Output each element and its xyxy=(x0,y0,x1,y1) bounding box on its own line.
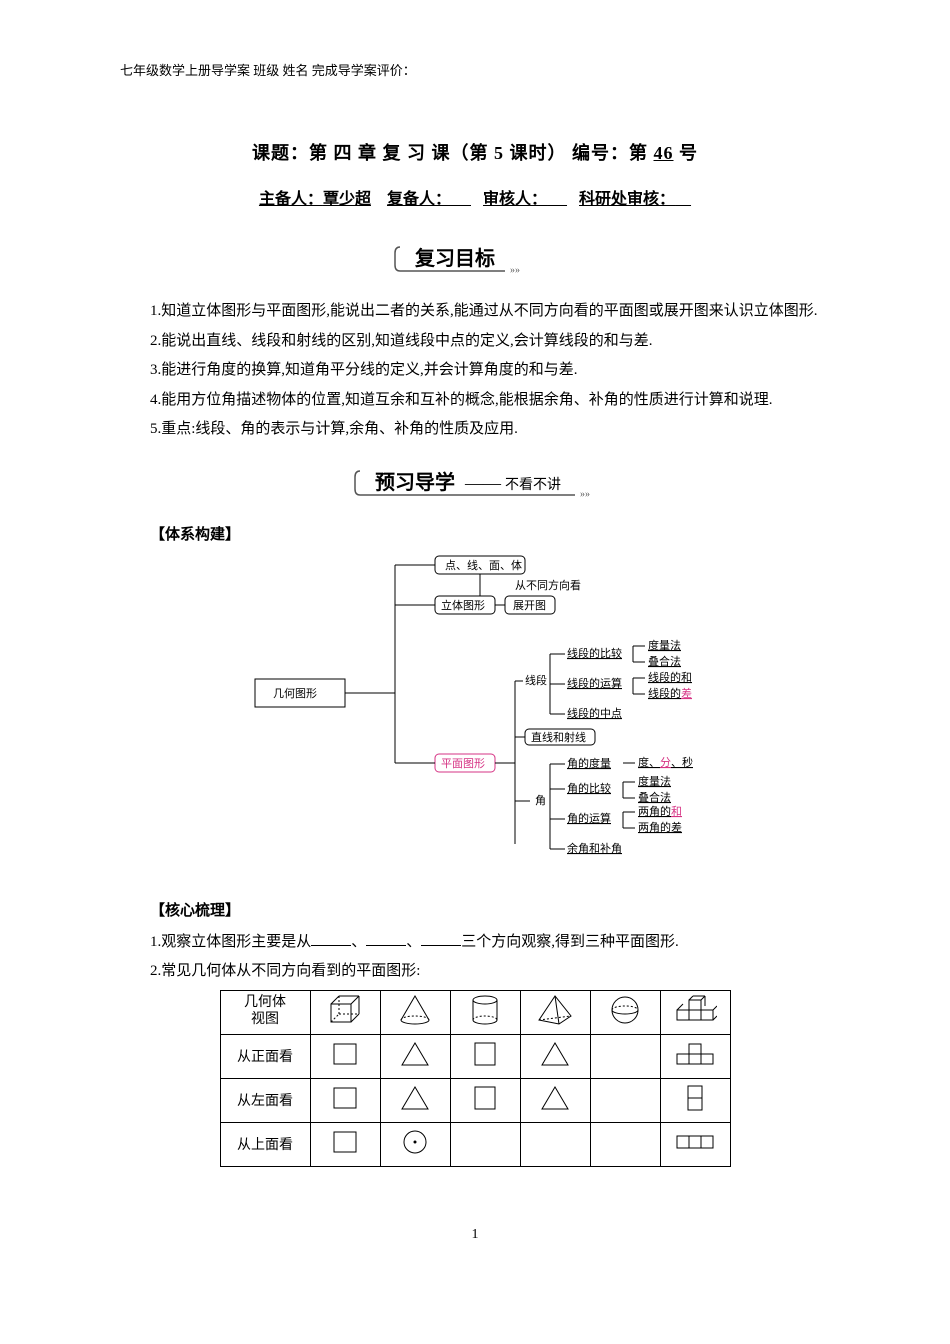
core-block: 1.观察立体图形主要是从、、三个方向观察,得到三种平面图形. 2.常见几何体从不… xyxy=(120,930,830,985)
svg-text:»»: »» xyxy=(510,265,520,276)
row-top: 从上面看 xyxy=(220,1122,310,1166)
svg-text:»»: »» xyxy=(580,489,590,500)
svg-text:角的比较: 角的比较 xyxy=(567,781,611,795)
table-row: 从正面看 xyxy=(220,1034,730,1078)
svg-text:叠合法: 叠合法 xyxy=(648,654,681,668)
label-author2: 复备人： xyxy=(387,191,471,208)
svg-text:从不同方向看: 从不同方向看 xyxy=(515,578,581,592)
core-line-2: 2.常见几何体从不同方向看到的平面图形: xyxy=(150,959,830,985)
objective-1: 1.知道立体图形与平面图形,能说出二者的关系,能通过从不同方向看的平面图或展开图… xyxy=(120,299,830,325)
views-table: 几何体视图 从正面看 从左面看 xyxy=(220,990,731,1167)
lesson-title: 课题：第 四 章 复 习 课（第 5 课时） 编号：第 46 号 xyxy=(120,139,830,165)
svg-text:线段: 线段 xyxy=(525,673,547,687)
label-author3: 审核人： xyxy=(483,191,567,208)
title-number: 46 xyxy=(654,143,674,163)
svg-text:角的运算: 角的运算 xyxy=(567,811,611,825)
svg-text:线段的比较: 线段的比较 xyxy=(567,646,622,660)
subhead-structure: 【体系构建】 xyxy=(150,523,830,544)
table-row: 几何体视图 xyxy=(220,990,730,1034)
svg-text:线段的差: 线段的差 xyxy=(648,686,692,700)
banner-preview: 预习导学 —— 不看不讲 »» xyxy=(120,463,830,508)
row-left: 从左面看 xyxy=(220,1078,310,1122)
svg-text:线段的运算: 线段的运算 xyxy=(567,676,622,690)
svg-text:线段的和: 线段的和 xyxy=(648,670,692,684)
objectives-block: 1.知道立体图形与平面图形,能说出二者的关系,能通过从不同方向看的平面图或展开图… xyxy=(120,299,830,443)
svg-text:几何图形: 几何图形 xyxy=(273,687,317,700)
label-author1: 主备人：覃少超 xyxy=(259,191,371,208)
concept-svg: 几何图形 点、线、面、体 立体图形 从不同方向看 展开图 平面图形 线段 线段的… xyxy=(215,554,735,874)
title-suffix: 号 xyxy=(679,143,698,163)
svg-text:度量法: 度量法 xyxy=(648,638,681,652)
objective-4: 4.能用方位角描述物体的位置,知道互余和互补的概念,能根据余角、补角的性质进行计… xyxy=(120,388,830,414)
page-number: 1 xyxy=(120,1227,830,1243)
authors-line: 主备人：覃少超 复备人： 审核人： 科研处审核： xyxy=(120,185,830,209)
objective-5: 5.重点:线段、角的表示与计算,余角、补角的性质及应用. xyxy=(120,417,830,443)
svg-text:——: —— xyxy=(464,473,502,493)
cell-solid-cone xyxy=(380,990,450,1034)
title-prefix: 课题：第 四 章 复 习 课（第 5 课时） 编号：第 xyxy=(252,143,648,163)
cell-solid-composite xyxy=(660,990,730,1034)
svg-text:立体图形: 立体图形 xyxy=(441,598,485,612)
svg-text:度量法: 度量法 xyxy=(638,774,671,788)
svg-text:叠合法: 叠合法 xyxy=(638,790,671,804)
svg-text:度、分、秒: 度、分、秒 xyxy=(638,755,693,769)
banner-svg-2: 预习导学 —— 不看不讲 »» xyxy=(345,463,605,503)
svg-text:两角的和: 两角的和 xyxy=(638,804,682,818)
objective-3: 3.能进行角度的换算,知道角平分线的定义,并会计算角度的和与差. xyxy=(120,358,830,384)
banner-svg: 复习目标 »» xyxy=(385,239,565,279)
cell-solid-sphere xyxy=(590,990,660,1034)
svg-text:平面图形: 平面图形 xyxy=(441,757,485,770)
svg-text:余角和补角: 余角和补角 xyxy=(567,841,622,855)
svg-text:不看不讲: 不看不讲 xyxy=(505,477,561,493)
svg-text:展开图: 展开图 xyxy=(513,599,546,612)
table-row: 从左面看 xyxy=(220,1078,730,1122)
svg-text:线段的中点: 线段的中点 xyxy=(567,706,622,720)
banner-review-goals: 复习目标 »» xyxy=(120,239,830,284)
table-row: 从上面看 xyxy=(220,1122,730,1166)
svg-text:复习目标: 复习目标 xyxy=(414,246,495,270)
core-line-1: 1.观察立体图形主要是从、、三个方向观察,得到三种平面图形. xyxy=(150,930,830,956)
subhead-core: 【核心梳理】 xyxy=(150,899,830,920)
page-header: 七年级数学上册导学案 班级 姓名 完成导学案评价： xyxy=(120,60,830,79)
cell-solid-cube xyxy=(310,990,380,1034)
svg-text:角的度量: 角的度量 xyxy=(567,756,611,770)
cell-solid-pyramid xyxy=(520,990,590,1034)
svg-text:角: 角 xyxy=(535,794,546,807)
cell-header: 几何体视图 xyxy=(220,990,310,1034)
objective-2: 2.能说出直线、线段和射线的区别,知道线段中点的定义,会计算线段的和与差. xyxy=(120,329,830,355)
cell-solid-cylinder xyxy=(450,990,520,1034)
concept-diagram: 几何图形 点、线、面、体 立体图形 从不同方向看 展开图 平面图形 线段 线段的… xyxy=(120,554,830,879)
svg-text:预习导学: 预习导学 xyxy=(375,470,455,494)
svg-text:两角的差: 两角的差 xyxy=(638,820,682,834)
label-author4: 科研处审核： xyxy=(579,191,691,208)
svg-text:点、线、面、体: 点、线、面、体 xyxy=(445,558,522,572)
svg-text:直线和射线: 直线和射线 xyxy=(531,730,586,744)
row-front: 从正面看 xyxy=(220,1034,310,1078)
